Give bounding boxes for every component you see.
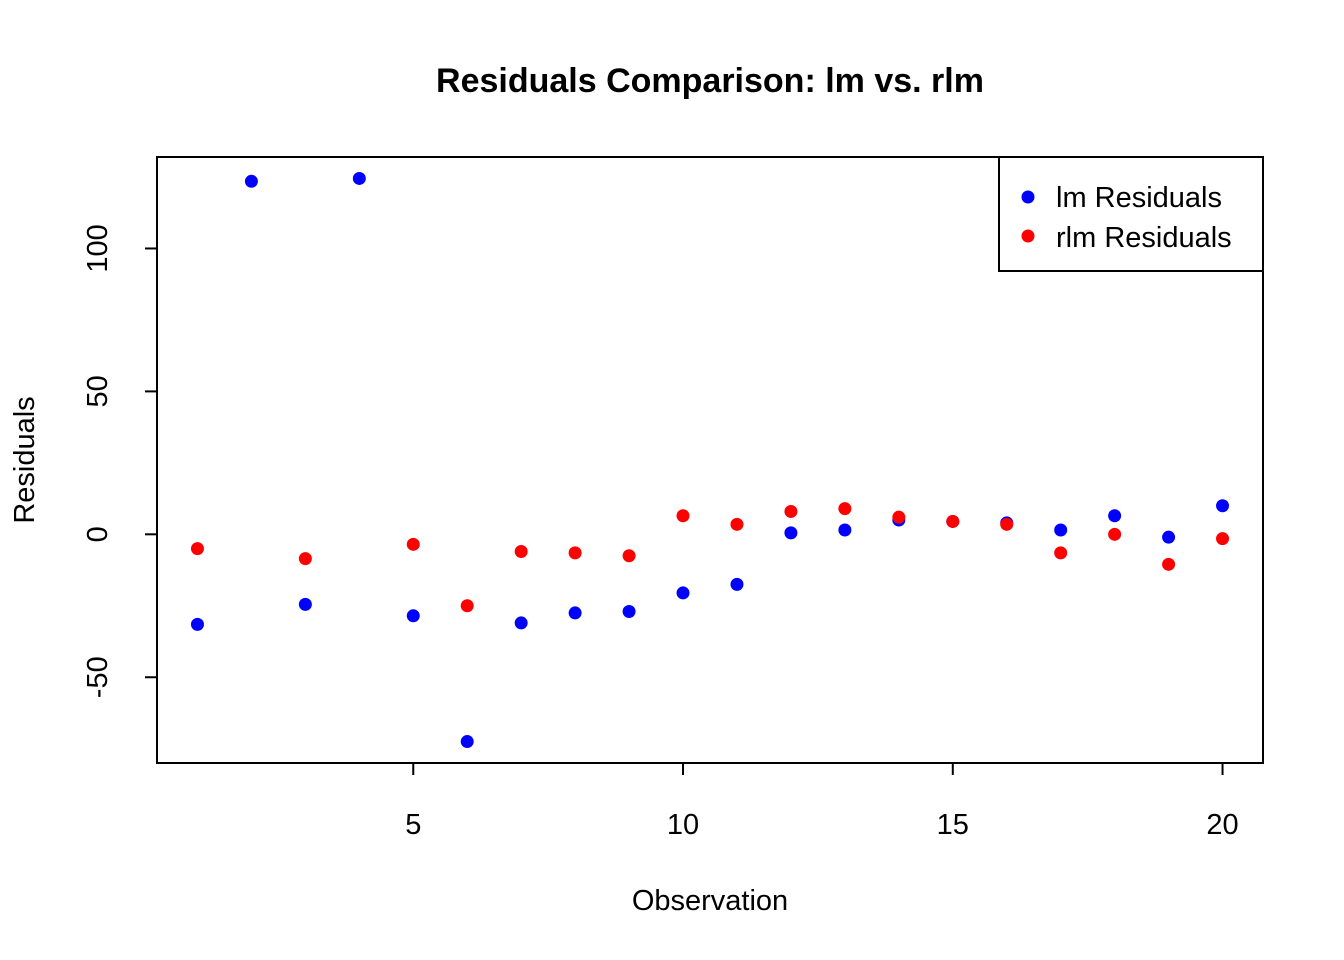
y-tick-label: -50: [82, 656, 114, 698]
point-lm: [1162, 530, 1176, 544]
point-lm: [730, 577, 744, 591]
point-rlm: [514, 544, 528, 558]
x-axis-label: Observation: [632, 885, 788, 917]
y-axis: -50 0 50 100: [82, 224, 157, 698]
legend-marker-lm: [1021, 190, 1035, 204]
point-lm: [514, 616, 528, 630]
x-tick-label: 15: [937, 809, 969, 841]
legend-label-lm: lm Residuals: [1056, 182, 1222, 214]
point-rlm: [1000, 517, 1014, 531]
point-rlm: [730, 517, 744, 531]
point-lm: [190, 617, 204, 631]
point-lm: [568, 606, 582, 620]
point-lm: [622, 605, 636, 618]
point-lm: [1216, 499, 1230, 513]
x-tick-label: 20: [1206, 809, 1238, 841]
point-lm: [244, 174, 258, 188]
point-lm: [298, 597, 312, 611]
point-rlm: [1054, 546, 1068, 560]
y-axis-label: Residuals: [9, 396, 41, 523]
point-rlm: [460, 599, 474, 613]
point-rlm: [1108, 527, 1122, 541]
plot-frame: [156, 156, 1264, 764]
point-rlm: [892, 510, 906, 524]
point-rlm: [784, 504, 798, 518]
point-lm: [460, 735, 474, 749]
point-rlm: [1162, 557, 1176, 571]
legend: lm Residuals rlm Residuals: [998, 156, 1264, 272]
point-rlm: [190, 542, 204, 556]
point-lm: [406, 609, 420, 623]
point-lm: [676, 586, 690, 600]
x-tick-label: 10: [667, 809, 699, 841]
y-tick-label: 0: [82, 526, 114, 542]
point-rlm: [568, 546, 582, 560]
point-rlm: [622, 549, 636, 563]
data-points: [190, 171, 1230, 749]
legend-box: [998, 156, 1264, 272]
point-lm: [1108, 509, 1122, 523]
y-tick-label: 50: [82, 375, 114, 407]
x-axis: 5 10 15 20: [405, 763, 1239, 841]
point-rlm: [406, 537, 420, 551]
legend-marker-rlm: [1021, 229, 1035, 243]
point-rlm: [946, 514, 960, 528]
y-tick-label: 100: [82, 224, 114, 272]
point-rlm: [298, 552, 312, 566]
point-rlm: [1216, 532, 1230, 546]
chart-title: Residuals Comparison: lm vs. rlm: [436, 62, 984, 100]
point-rlm: [676, 509, 690, 523]
x-tick-label: 5: [405, 809, 421, 841]
point-lm: [1054, 523, 1068, 537]
point-lm: [838, 523, 852, 537]
point-rlm: [838, 502, 852, 516]
point-lm: [784, 526, 798, 540]
legend-label-rlm: rlm Residuals: [1056, 222, 1232, 254]
point-lm: [352, 171, 366, 185]
